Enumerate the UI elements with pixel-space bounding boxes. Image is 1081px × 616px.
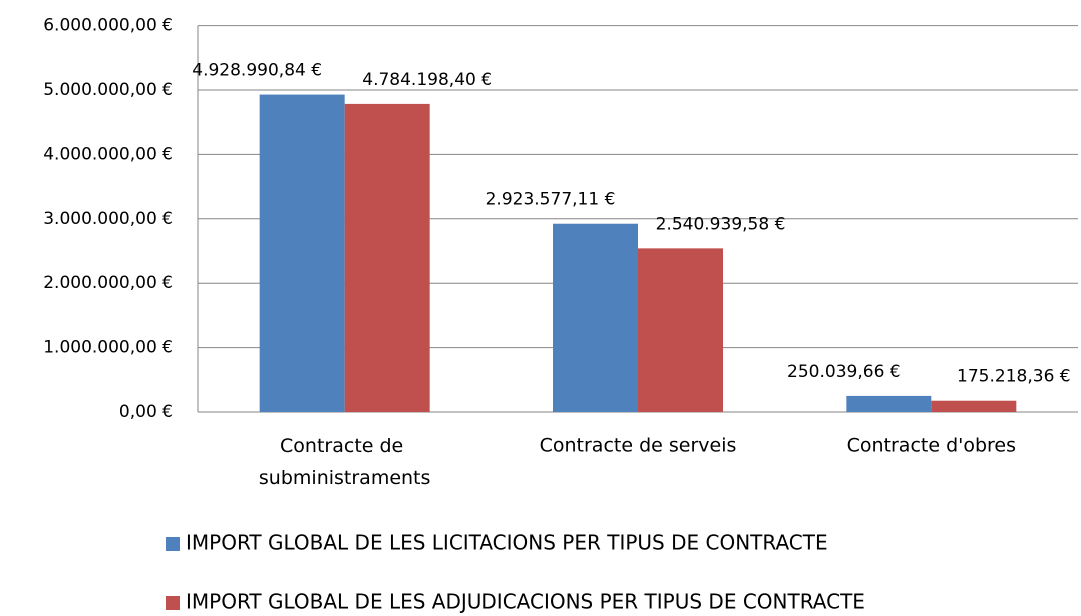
y-tick-label: 0,00 € (119, 402, 173, 422)
x-tick-label: Contracte de serveis (540, 435, 737, 457)
y-tick-label: 5.000.000,00 € (43, 80, 173, 100)
y-tick-label: 1.000.000,00 € (43, 338, 173, 358)
data-label: 2.540.939,58 € (656, 214, 786, 234)
legend-swatch (166, 537, 180, 551)
data-label: 4.928.990,84 € (192, 61, 322, 81)
bar (931, 400, 1017, 412)
x-tick-label: Contracte de subministraments (259, 435, 431, 489)
y-tick-label: 6.000.000,00 € (43, 16, 173, 36)
data-label: 175.218,36 € (957, 367, 1071, 387)
legend-label: IMPORT GLOBAL DE LES LICITACIONS PER TIP… (186, 531, 828, 555)
y-tick-label: 3.000.000,00 € (43, 209, 173, 229)
bar (638, 248, 723, 412)
y-tick-label: 4.000.000,00 € (43, 144, 173, 164)
bar (344, 103, 430, 413)
bar (846, 395, 932, 412)
y-tick-label: 2.000.000,00 € (43, 273, 173, 293)
bar (259, 94, 345, 412)
x-tick-label: Contracte d'obres (847, 435, 1016, 457)
data-label: 2.923.577,11 € (486, 190, 616, 210)
data-label: 250.039,66 € (787, 362, 901, 382)
legend-swatch (166, 596, 180, 610)
data-label: 4.784.198,40 € (362, 70, 492, 90)
bar (553, 223, 638, 412)
legend-label: IMPORT GLOBAL DE LES ADJUDICACIONS PER T… (186, 590, 865, 614)
